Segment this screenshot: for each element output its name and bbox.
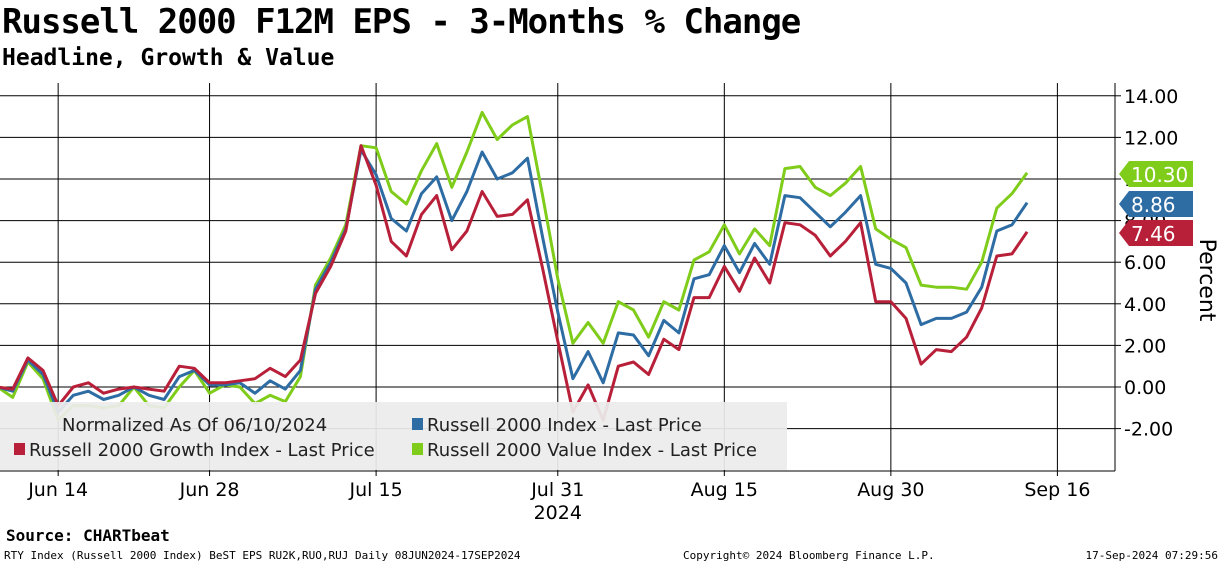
y-tick-label: 12.00 (1124, 127, 1178, 149)
normalization-note: Normalized As Of 06/10/2024 (62, 415, 327, 436)
y-tick-label: 4.00 (1124, 294, 1166, 316)
chart-subtitle: Headline, Growth & Value (2, 45, 335, 71)
source-note: Source: CHARTbeat (6, 526, 170, 545)
legend-swatch-growth (14, 443, 25, 455)
value-tag-0 (1119, 191, 1193, 217)
legend-label-value: Russell 2000 Value Index - Last Price (427, 440, 757, 461)
value-tag-label-2: 10.30 (1131, 163, 1188, 187)
x-tick-label: Aug 30 (857, 479, 924, 501)
ticker-info: RTY Index (Russell 2000 Index) BeST EPS … (4, 549, 521, 562)
y-tick-label: 0.00 (1124, 377, 1166, 399)
legend: Normalized As Of 06/10/2024 Russell 2000… (0, 402, 787, 470)
legend-label-growth: Russell 2000 Growth Index - Last Price (29, 440, 375, 461)
y-tick-label: 14.00 (1124, 86, 1178, 108)
x-tick-label: Jul 31 (530, 479, 584, 501)
value-tag-label-1: 7.46 (1131, 222, 1176, 246)
copyright: Copyright© 2024 Bloomberg Finance L.P. (683, 549, 935, 562)
y-tick-label: -2.00 (1124, 419, 1173, 441)
series-lines (0, 110, 1029, 422)
value-tag-label-0: 8.86 (1131, 193, 1176, 217)
line-chart: Normalized As Of 06/10/2024 Russell 2000… (0, 83, 1219, 520)
x-tick-label: Jun 14 (27, 479, 88, 501)
value-tag-1 (1119, 220, 1193, 246)
legend-swatch-index (412, 418, 423, 430)
x-axis-year-label: 2024 (534, 502, 582, 520)
last-value-tags: 10.30 8.86 7.46 (1119, 161, 1193, 246)
value-tag-2 (1119, 161, 1193, 187)
chart-title: Russell 2000 F12M EPS - 3-Months % Chang… (2, 2, 801, 42)
series-line-2 (0, 110, 1029, 422)
x-tick-label: Sep 16 (1024, 479, 1090, 501)
y-tick-label: 6.00 (1124, 252, 1166, 274)
legend-background (0, 402, 787, 470)
x-tick-label: Aug 15 (691, 479, 758, 501)
x-tick-label: Jul 15 (349, 479, 403, 501)
x-axis: Jun 14 Jun 28 Jul 15 Jul 31 Aug 15 Aug 30 Sep … (0, 470, 1115, 520)
series-line-0 (0, 148, 1029, 414)
y-tick-label: 2.00 (1124, 335, 1166, 357)
timestamp: 17-Sep-2024 07:29:56 (1085, 549, 1218, 562)
y-axis-label: Percent (1194, 239, 1219, 322)
legend-label-index: Russell 2000 Index - Last Price (427, 415, 702, 436)
series-line-1 (0, 144, 1029, 422)
x-tick-label: Jun 28 (179, 479, 240, 501)
legend-swatch-value (412, 443, 423, 455)
